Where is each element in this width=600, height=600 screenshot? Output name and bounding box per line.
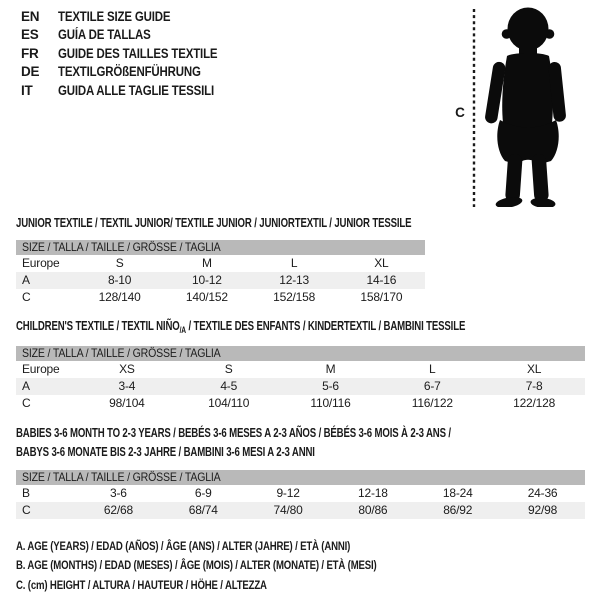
language-row-fr: FR GUIDE DES TAILLES TEXTILE [21,45,246,63]
language-code: IT [21,82,33,98]
age-cell: 7-8 [525,379,543,393]
row-label: Europe [22,362,60,376]
children-size-table: SIZE / TALLA / TAILLE / GRÖSSE / TAGLIA … [16,346,585,412]
age-cell: 9-12 [276,486,300,500]
age-cell: 14-16 [366,273,397,287]
height-cell: 92/98 [528,503,558,517]
height-cell: 140/152 [185,290,228,304]
height-cell: 128/140 [98,290,141,304]
height-cell: 116/122 [411,396,453,410]
age-cell: 12-13 [279,273,309,287]
size-header-bar: SIZE / TALLA / TAILLE / GRÖSSE / TAGLIA [16,470,585,485]
height-cell: 152/158 [273,290,316,304]
row-label: A [22,273,30,287]
age-cell: 3-4 [118,379,136,393]
size-cell: XL [526,362,542,376]
size-cell: XS [119,362,135,376]
size-cell: M [325,362,336,376]
height-cell: 110/116 [310,396,351,410]
language-row-de: DE TEXTILGRÖßENFÜHRUNG [21,63,246,81]
height-marker-label: C [455,105,465,120]
row-label: B [22,486,30,500]
height-cell: 158/170 [360,290,403,304]
row-label: C [22,503,31,517]
language-code: FR [21,45,39,61]
age-cell: 8-10 [108,273,132,287]
language-title: TEXTILE SIZE GUIDE [58,9,171,24]
height-cell: 74/80 [273,503,303,517]
language-title: GUÍA DE TALLAS [58,27,151,43]
age-cell: 4-5 [220,379,238,393]
row-label: C [22,290,31,304]
table-row-europe: Europe XS S M L XL [16,361,585,378]
legend-notes: A. AGE (YEARS) / EDAD (AÑOS) / ÂGE (ANS)… [16,537,467,595]
height-cell: 68/74 [188,503,218,517]
age-cell: 10-12 [192,273,222,287]
language-title: GUIDA ALLE TAGLIE TESSILI [58,82,214,98]
language-title: GUIDE DES TAILLES TEXTILE [58,45,218,61]
toddler-silhouette-icon [485,7,566,207]
language-title: TEXTILGRÖßENFÜHRUNG [58,64,201,80]
size-cell: S [224,362,233,376]
table-row-height: C 98/104 104/110 110/116 116/122 122/128 [16,395,585,412]
language-code: DE [21,64,40,80]
language-row-it: IT GUIDA ALLE TAGLIE TESSILI [21,82,246,100]
size-header-bar: SIZE / TALLA / TAILLE / GRÖSSE / TAGLIA [16,240,425,255]
size-cell: L [429,362,436,376]
age-cell: 24-36 [527,486,558,500]
size-cell: M [201,256,212,270]
language-code: ES [21,27,39,43]
note-height-cm: C. (cm) HEIGHT / ALTURA / HAUTEUR / HÖHE… [16,577,267,592]
size-header-bar: SIZE / TALLA / TAILLE / GRÖSSE / TAGLIA [16,346,585,361]
size-cell: S [115,256,124,270]
age-cell: 12-18 [358,486,388,500]
language-title-list: EN TEXTILE SIZE GUIDE ES GUÍA DE TALLAS … [21,8,246,100]
age-cell: 3-6 [110,486,127,500]
junior-section-title: JUNIOR TEXTILE / TEXTIL JUNIOR/ TEXTILE … [16,215,412,230]
language-row-en: EN TEXTILE SIZE GUIDE [21,8,246,26]
height-cell: 104/110 [208,396,250,410]
age-cell: 6-9 [194,486,212,500]
row-label: A [22,379,30,393]
row-label: C [22,396,31,410]
language-row-es: ES GUÍA DE TALLAS [21,26,246,44]
height-cell: 98/104 [109,396,145,410]
age-cell: 18-24 [442,486,473,500]
babies-size-table: SIZE / TALLA / TAILLE / GRÖSSE / TAGLIA … [16,470,585,519]
table-row-age-months: B 3-6 6-9 9-12 12-18 18-24 24-36 [16,485,585,502]
height-cell: 122/128 [513,396,556,410]
height-cell: 86/92 [443,503,473,517]
language-code: EN [21,9,40,24]
table-row-height: C 128/140 140/152 152/158 158/170 [16,289,425,306]
height-cell: 62/68 [103,503,133,517]
babies-section-title: BABIES 3-6 MONTH TO 2-3 YEARS / BEBÉS 3-… [16,425,451,459]
table-row-age: A 3-4 4-5 5-6 6-7 7-8 [16,378,585,395]
gender-suffix-subscript: /A [179,324,187,335]
size-cell: XL [374,256,389,270]
note-age-months: B. AGE (MONTHS) / EDAD (MESES) / ÂGE (MO… [16,558,377,573]
note-age-years: A. AGE (YEARS) / EDAD (AÑOS) / ÂGE (ANS)… [16,539,351,553]
height-cell: 80/86 [358,503,388,517]
size-cell: L [290,256,298,270]
children-section-title: CHILDREN'S TEXTILE / TEXTIL NIÑO/A / TEX… [16,318,466,335]
table-row-age: A 8-10 10-12 12-13 14-16 [16,272,425,289]
height-dashed-line-icon [472,9,476,207]
junior-size-table: SIZE / TALLA / TAILLE / GRÖSSE / TAGLIA … [16,240,425,306]
row-label: Europe [22,256,60,270]
age-cell: 5-6 [322,379,339,393]
table-row-height: C 62/68 68/74 74/80 80/86 86/92 92/98 [16,502,585,519]
age-cell: 6-7 [423,379,441,393]
table-row-europe: Europe S M L XL [16,255,425,272]
